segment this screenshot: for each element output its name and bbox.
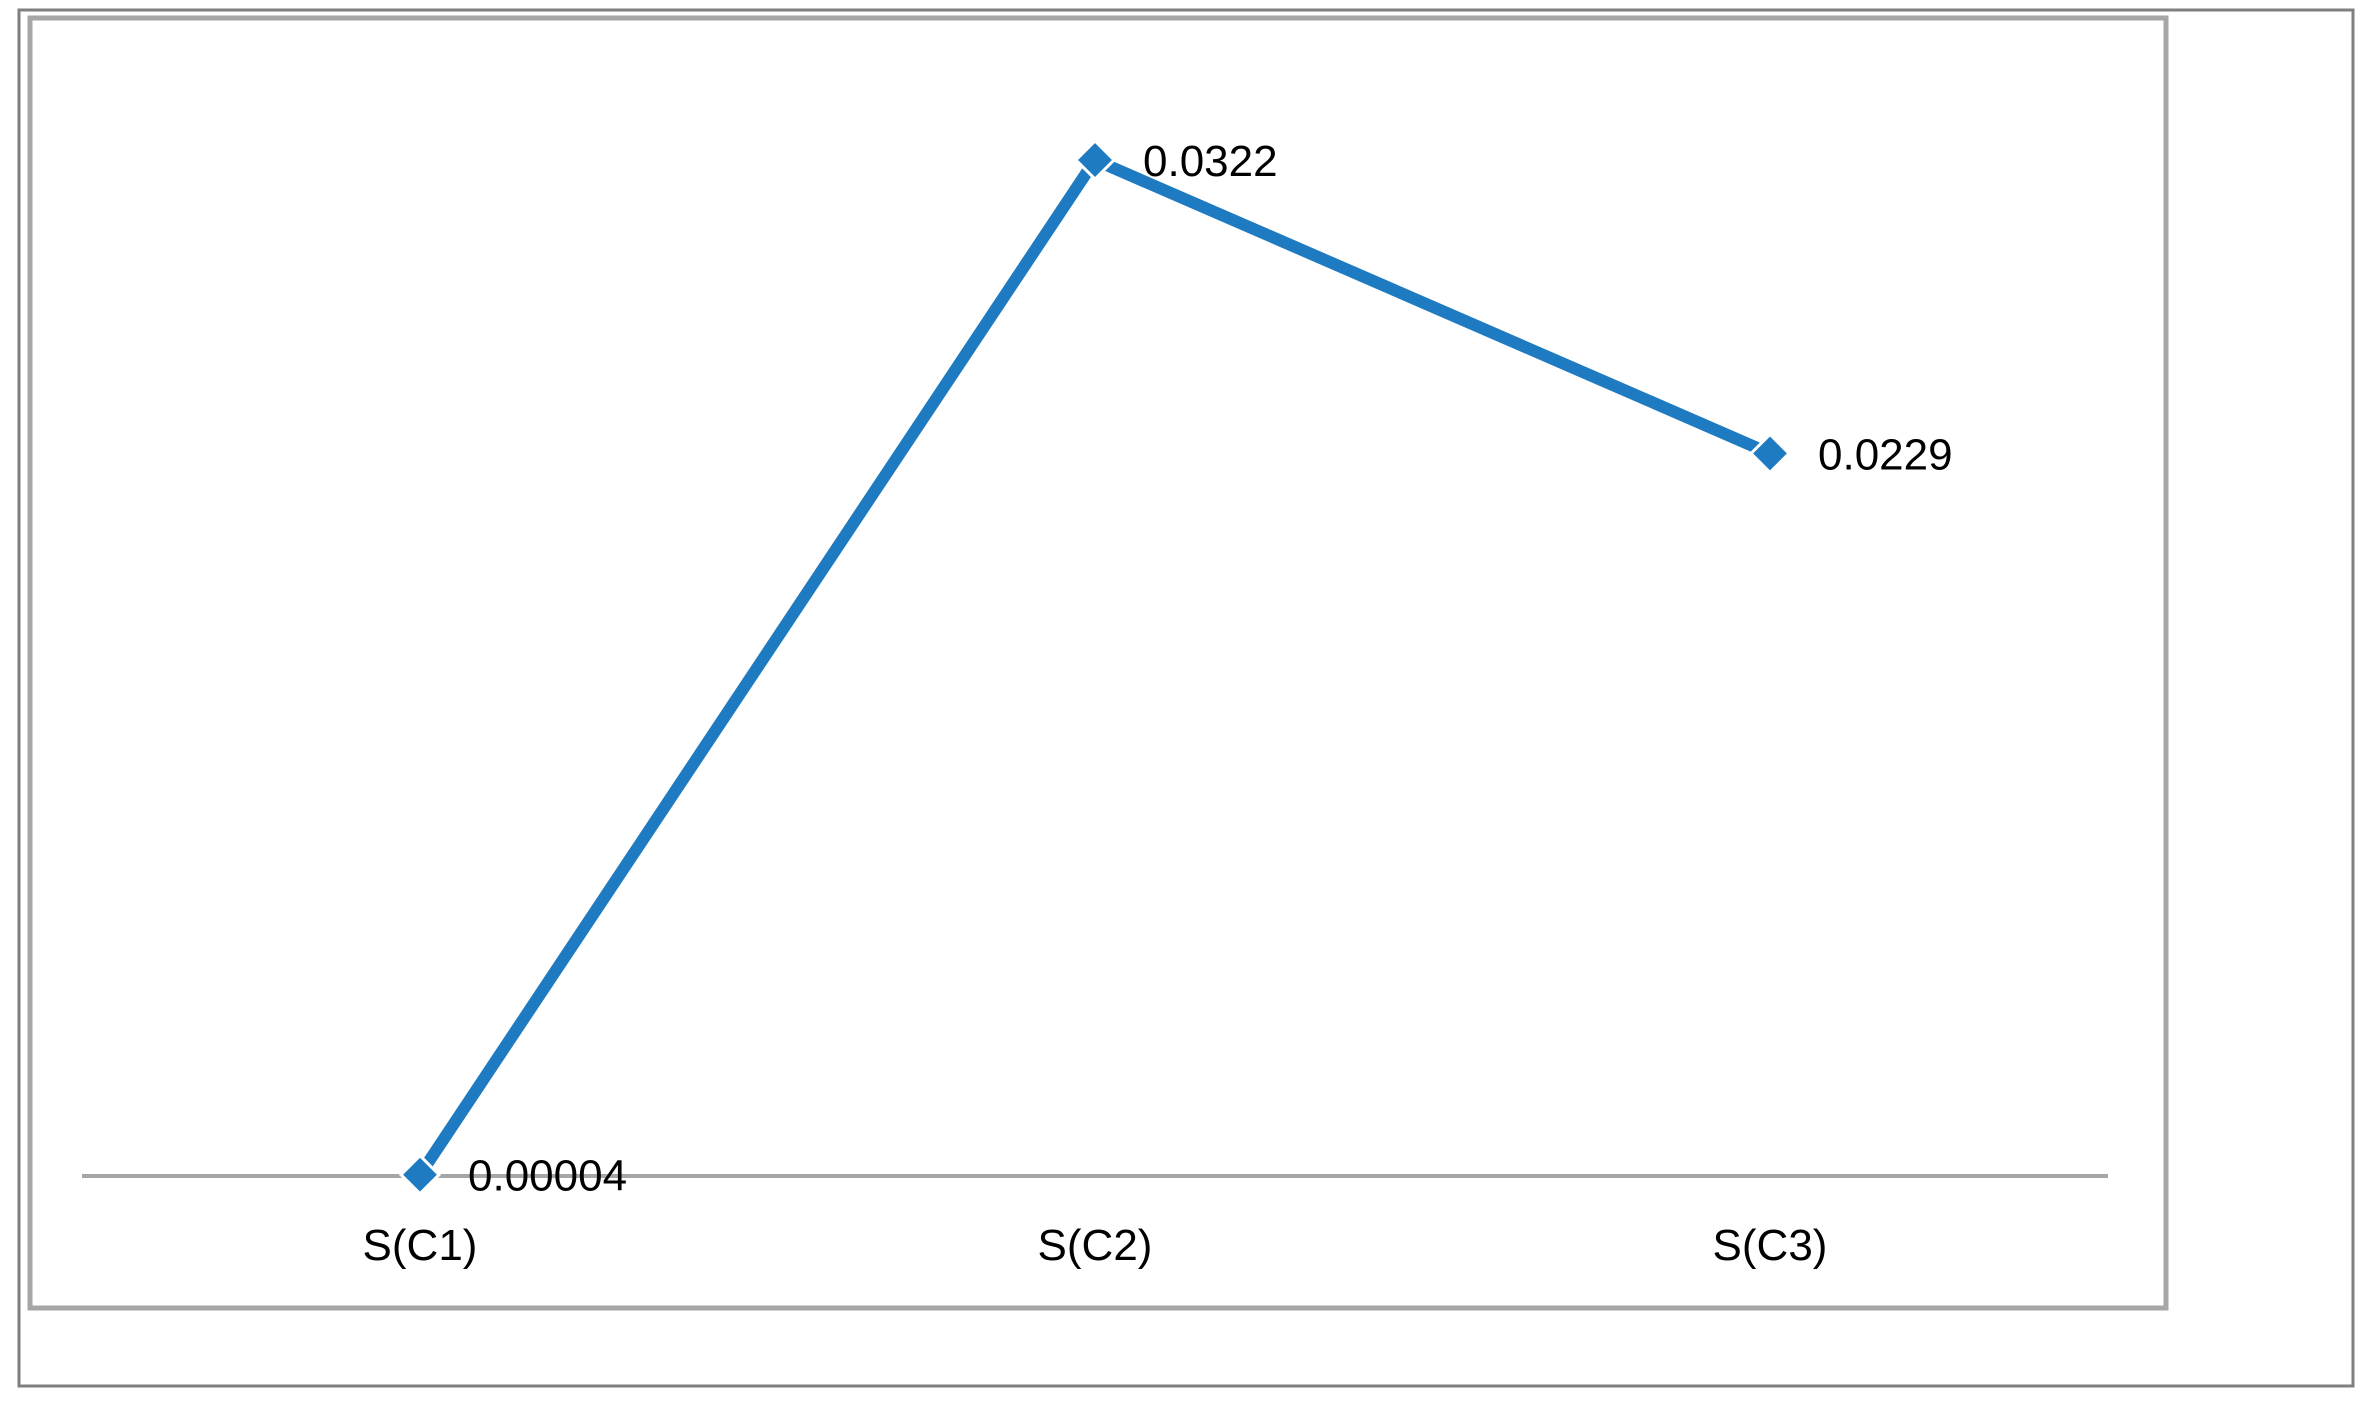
x-tick-label: S(C2)	[1038, 1221, 1153, 1270]
data-point-marker	[1073, 138, 1117, 182]
data-labels-layer: 0.00004 0.0322 0.0229	[468, 137, 1953, 1201]
data-label: 0.0322	[1143, 137, 1278, 186]
x-tick-labels-layer: S(C1) S(C2) S(C3)	[363, 1221, 1828, 1270]
plot-area-border	[27, 15, 2169, 1311]
data-label: 0.00004	[468, 1152, 627, 1201]
data-point-marker	[398, 1153, 442, 1196]
series-layer	[398, 138, 1792, 1196]
data-label: 0.0229	[1818, 430, 1953, 479]
data-point-marker	[1748, 432, 1792, 475]
x-tick-label: S(C3)	[1713, 1221, 1828, 1270]
x-tick-label: S(C1)	[363, 1221, 478, 1270]
